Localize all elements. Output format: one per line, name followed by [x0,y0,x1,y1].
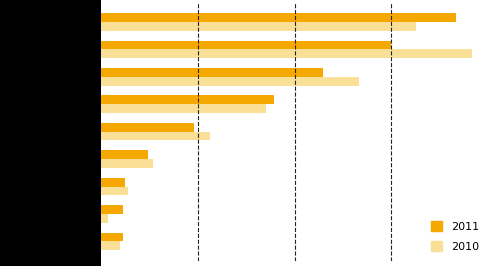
Bar [101,150,148,159]
Bar [101,214,108,223]
Bar [101,95,275,104]
Bar [101,233,123,242]
Bar [101,123,194,132]
Bar [101,205,123,214]
Bar [101,242,120,250]
Bar [101,49,472,58]
Bar [101,159,153,168]
Bar [101,178,125,186]
Bar [101,186,128,195]
Bar [101,77,359,86]
Bar [101,68,323,77]
Bar [101,22,416,31]
Bar [101,13,456,22]
Bar [101,132,210,140]
Bar [101,40,391,49]
Bar [101,104,266,113]
Legend: 2011, 2010: 2011, 2010 [428,218,483,255]
